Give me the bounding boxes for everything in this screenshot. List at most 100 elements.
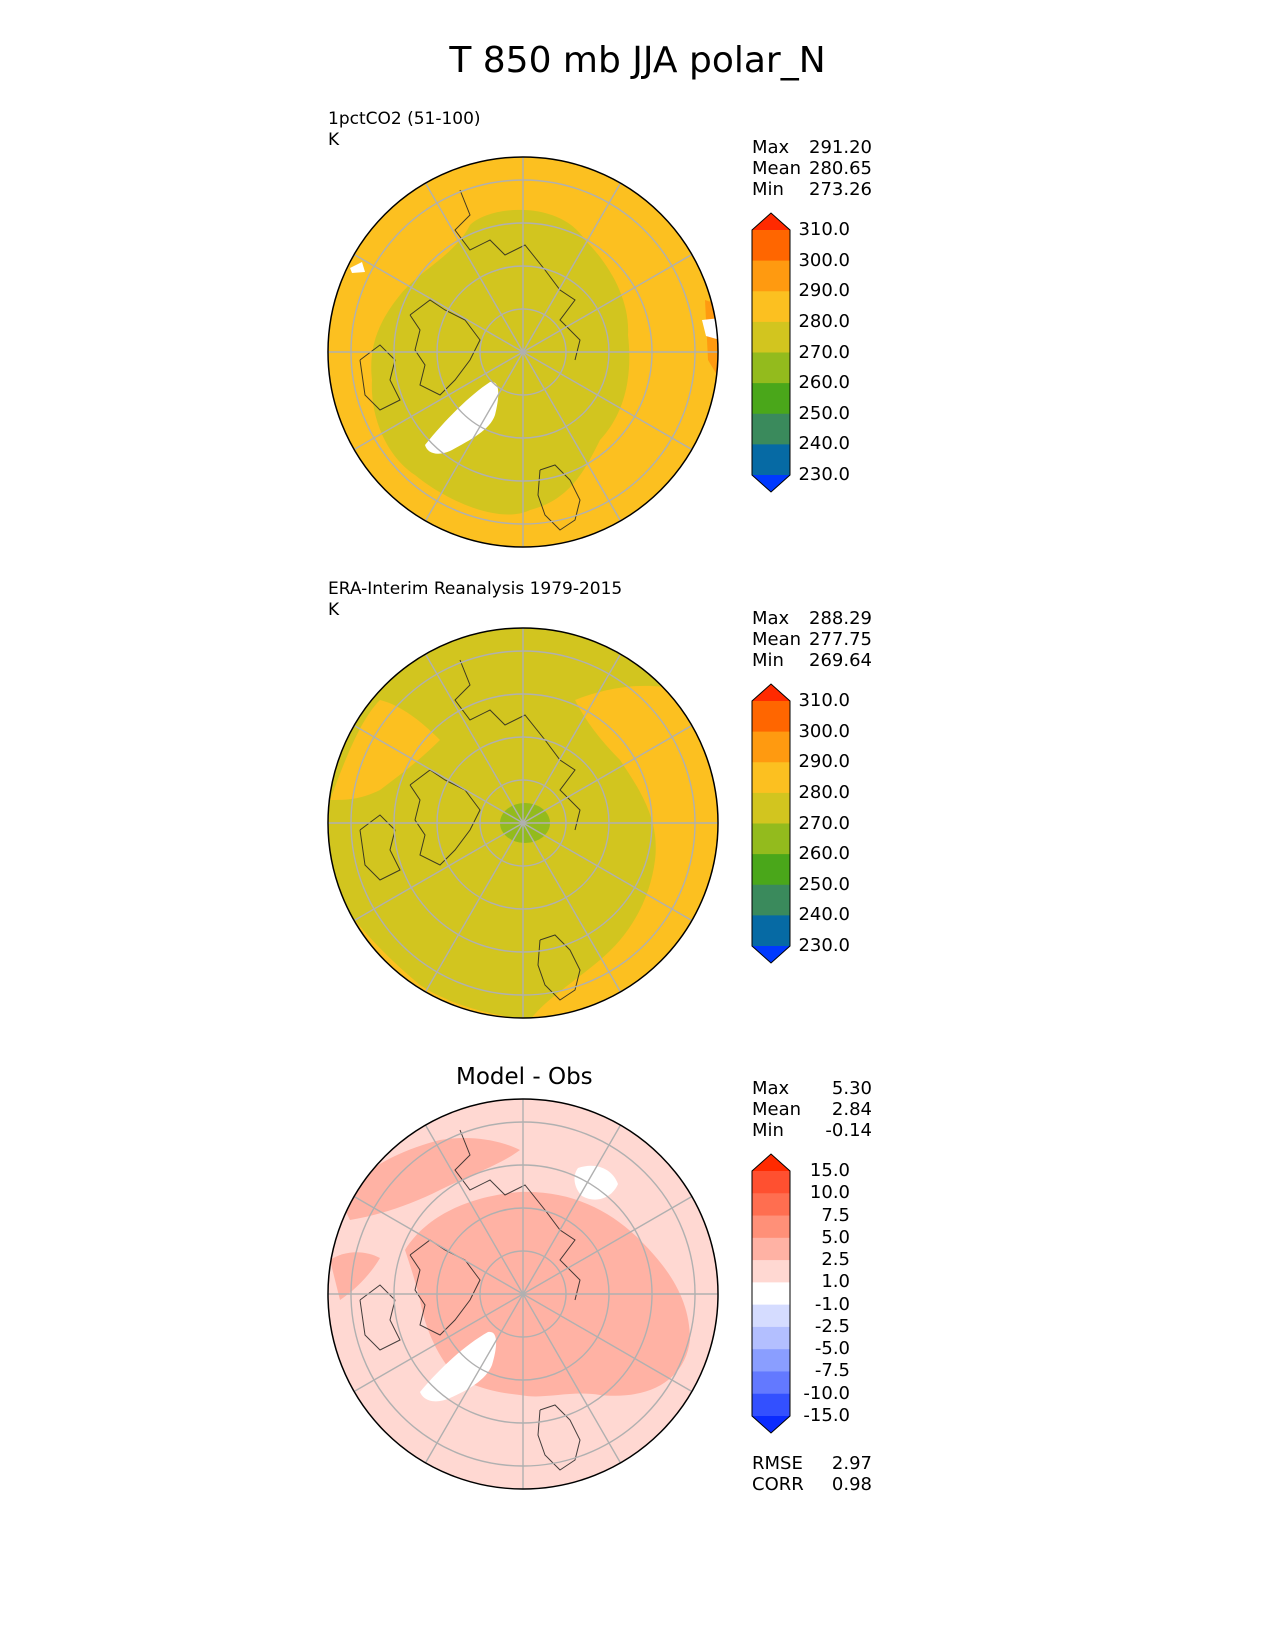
map3-meridian-line bbox=[522, 1195, 693, 1295]
panel1-stat-min-label: Min bbox=[752, 179, 784, 200]
map1-meridian-line bbox=[424, 351, 524, 522]
colorbar-3-segment bbox=[752, 1215, 790, 1239]
colorbar-3-tick-label: 5.0 bbox=[821, 1226, 850, 1248]
map3-warm-left bbox=[330, 1252, 380, 1300]
colorbar-3 bbox=[751, 1153, 791, 1434]
map2-meridian-line bbox=[522, 822, 693, 922]
rmse-label: RMSE bbox=[752, 1453, 803, 1474]
map3-meridian-line bbox=[522, 1293, 693, 1393]
map2-meridian-line bbox=[522, 653, 622, 824]
panel2-stat-min-value: 269.64 bbox=[809, 650, 872, 671]
map2-warm-right bbox=[530, 685, 718, 1018]
panel1-stat-max-label: Max bbox=[752, 137, 790, 158]
colorbar-3-tick-label: -15.0 bbox=[803, 1405, 850, 1426]
corr-value: 0.98 bbox=[831, 1474, 872, 1495]
colorbar-2-segment bbox=[752, 701, 790, 733]
colorbar-2-segment bbox=[752, 823, 790, 855]
colorbar-3-segment bbox=[752, 1193, 790, 1217]
colorbar-2-segment bbox=[752, 731, 790, 763]
colorbar-1-segment bbox=[752, 291, 790, 323]
map1-greenland-mask bbox=[425, 381, 499, 454]
map3-meridian-line bbox=[522, 1293, 622, 1464]
graticules bbox=[328, 157, 718, 1489]
colorbar-2-tick-label: 260.0 bbox=[798, 843, 850, 865]
map2-meridian-line bbox=[522, 724, 693, 824]
colorbar-2-tick-label: 310.0 bbox=[798, 690, 850, 711]
panel2-stat-max-value: 288.29 bbox=[809, 608, 872, 629]
colorbar-3-segment bbox=[752, 1349, 790, 1372]
colorbar-3-top-extend bbox=[752, 1154, 790, 1171]
colorbar-3-tick-label: 15.0 bbox=[809, 1160, 850, 1181]
colorbar-2-tick-label: 250.0 bbox=[798, 873, 850, 895]
colorbar-3-segment bbox=[752, 1260, 790, 1283]
panel2-stat-min-label: Min bbox=[752, 650, 784, 671]
colorbar-1-tick-label: 290.0 bbox=[798, 280, 850, 302]
colorbar-2-top-extend bbox=[752, 684, 790, 701]
colorbar-2-tick-label: 300.0 bbox=[798, 720, 850, 742]
colorbar-2-tick-label: 240.0 bbox=[798, 904, 850, 926]
corr-label: CORR bbox=[752, 1474, 804, 1495]
map3-mask-top-right bbox=[574, 1165, 618, 1200]
colorbar-1-tick-label: 240.0 bbox=[798, 433, 850, 455]
colorbar-3-tick-label: -7.5 bbox=[814, 1360, 850, 1382]
colorbar-1-segment bbox=[752, 321, 790, 353]
figure-title: T 850 mb JJA polar_N bbox=[449, 40, 826, 81]
map1-meridian-line bbox=[522, 182, 622, 353]
map2-meridian-line bbox=[424, 822, 524, 993]
map1-meridian-line bbox=[522, 351, 622, 522]
colorbar-3-tick-label: -1.0 bbox=[814, 1293, 850, 1315]
map2-meridian-line bbox=[424, 653, 524, 824]
panel3-stat-max-value: 5.30 bbox=[831, 1078, 872, 1099]
panel1-stat-max-value: 291.20 bbox=[809, 137, 872, 158]
colorbar-3-segment bbox=[752, 1326, 790, 1350]
colorbar-3-tick-label: -10.0 bbox=[803, 1382, 850, 1404]
map3-meridian-line bbox=[424, 1293, 524, 1464]
colorbar-3-segment bbox=[752, 1393, 790, 1417]
colorbar-2-tick-label: 230.0 bbox=[798, 935, 850, 956]
colorbar-2-bottom-extend bbox=[752, 946, 790, 963]
colorbar-3-segment bbox=[752, 1371, 790, 1395]
map-panel-2 bbox=[328, 628, 718, 1018]
colorbar-2-segment bbox=[752, 762, 790, 794]
colorbar-1 bbox=[751, 212, 791, 493]
colorbar-3-outline bbox=[751, 1153, 791, 1434]
colorbar-1-tick-label: 300.0 bbox=[798, 249, 850, 271]
map2-outline bbox=[327, 627, 719, 1019]
colorbar-2-segment bbox=[752, 884, 790, 916]
panel2-units: K bbox=[328, 600, 340, 620]
map1-meridian-line bbox=[522, 253, 693, 353]
colorbar-1-tick-label: 260.0 bbox=[798, 372, 850, 394]
panel3-stat-min-value: -0.14 bbox=[825, 1120, 872, 1141]
panel2-stat-mean-label: Mean bbox=[752, 629, 802, 650]
panel3-stat-min-label: Min bbox=[752, 1120, 784, 1141]
colorbar-1-outline bbox=[751, 212, 791, 493]
colorbar-2-tick-label: 280.0 bbox=[798, 781, 850, 803]
map3-meridian-line bbox=[424, 1124, 524, 1295]
map1-meridian-line bbox=[424, 182, 524, 353]
colorbar-3-segment bbox=[752, 1304, 790, 1328]
colorbar-1-segment bbox=[752, 352, 790, 384]
colorbar-2-segment bbox=[752, 915, 790, 947]
colorbar-3-bottom-extend bbox=[752, 1416, 790, 1433]
panel2-label: ERA-Interim Reanalysis 1979-2015 bbox=[328, 579, 623, 599]
map1-outline bbox=[327, 156, 719, 548]
colorbar-1-tick-label: 250.0 bbox=[798, 402, 850, 424]
colorbar-1-tick-label: 310.0 bbox=[798, 219, 850, 240]
map1-meridian-line bbox=[522, 351, 693, 451]
colorbar-3-tick-label: -5.0 bbox=[814, 1338, 850, 1360]
colorbar-1-top-extend bbox=[752, 213, 790, 230]
map3-warm-band bbox=[340, 1138, 520, 1220]
panel2-stat-mean-value: 277.75 bbox=[809, 629, 872, 650]
colorbar-2-segment bbox=[752, 792, 790, 824]
colorbar-2 bbox=[751, 683, 791, 964]
panel3-stat-max-label: Max bbox=[752, 1078, 790, 1099]
panel2-stat-max-label: Max bbox=[752, 608, 790, 629]
colorbar-1-segment bbox=[752, 444, 790, 476]
map3-meridian-line bbox=[353, 1293, 524, 1393]
colorbar-1-tick-label: 230.0 bbox=[798, 464, 850, 485]
colorbar-2-tick-label: 290.0 bbox=[798, 751, 850, 773]
map3-meridian-line bbox=[522, 1124, 622, 1295]
panel1-label: 1pctCO2 (51-100) bbox=[328, 109, 481, 129]
colorbar-1-tick-label: 270.0 bbox=[798, 341, 850, 363]
